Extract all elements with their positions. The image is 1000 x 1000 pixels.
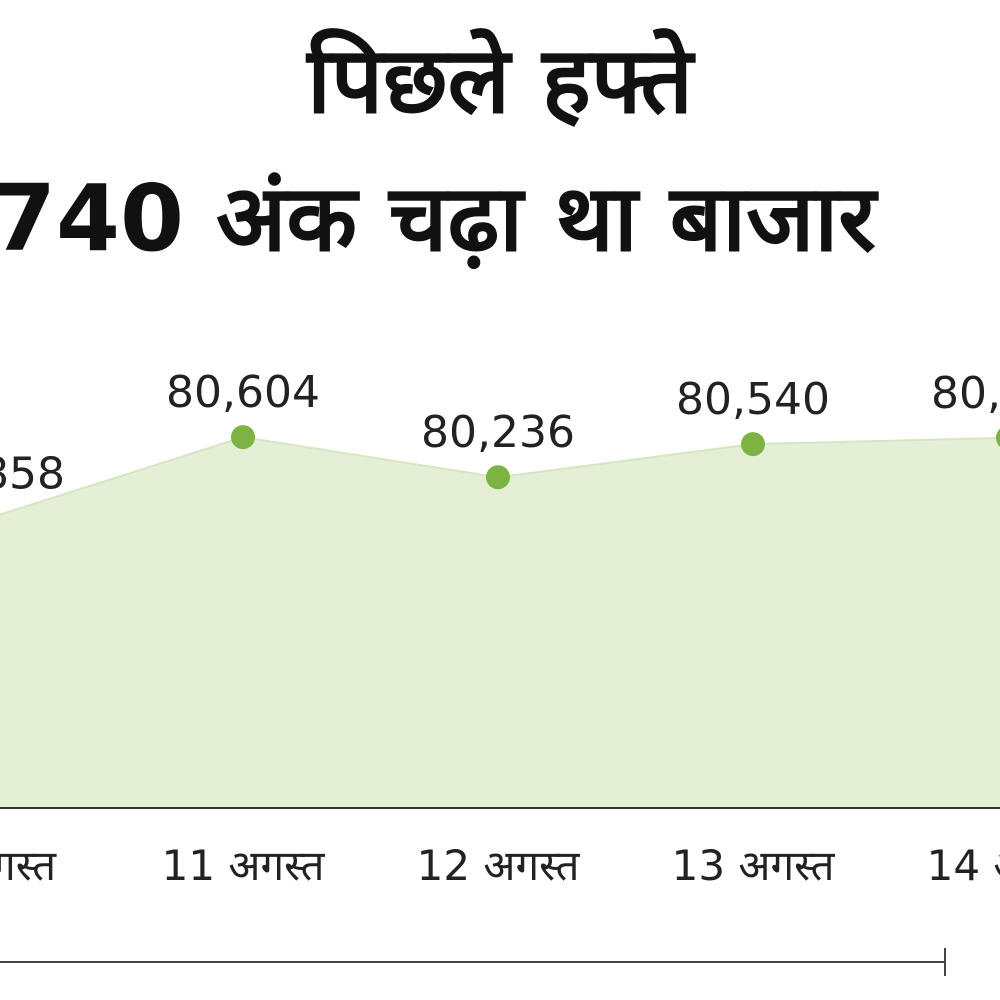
point (231, 425, 255, 450)
x-tick-label: 14 अगस्त (927, 841, 1000, 890)
value-label: 80,604 (166, 367, 320, 418)
x-tick-label: 12 अगस्त (417, 841, 581, 890)
area (0, 436, 1000, 809)
chart-title: पिछले हफ्ते (305, 27, 696, 134)
x-tick-label: 8 अगस्त (0, 841, 57, 890)
value-label: 79,858 (0, 448, 65, 499)
value-label: 80,598 (931, 368, 1000, 419)
x-tick-label: 13 अगस्त (672, 841, 836, 890)
chart-title: 740 अंक चढ़ा था बाजार (0, 165, 879, 272)
point (741, 432, 765, 457)
point (486, 465, 510, 490)
value-label: 80,236 (421, 407, 575, 458)
point (996, 428, 1000, 447)
value-label: 80,540 (676, 374, 830, 425)
x-tick-label: 11 अगस्त (162, 841, 326, 890)
